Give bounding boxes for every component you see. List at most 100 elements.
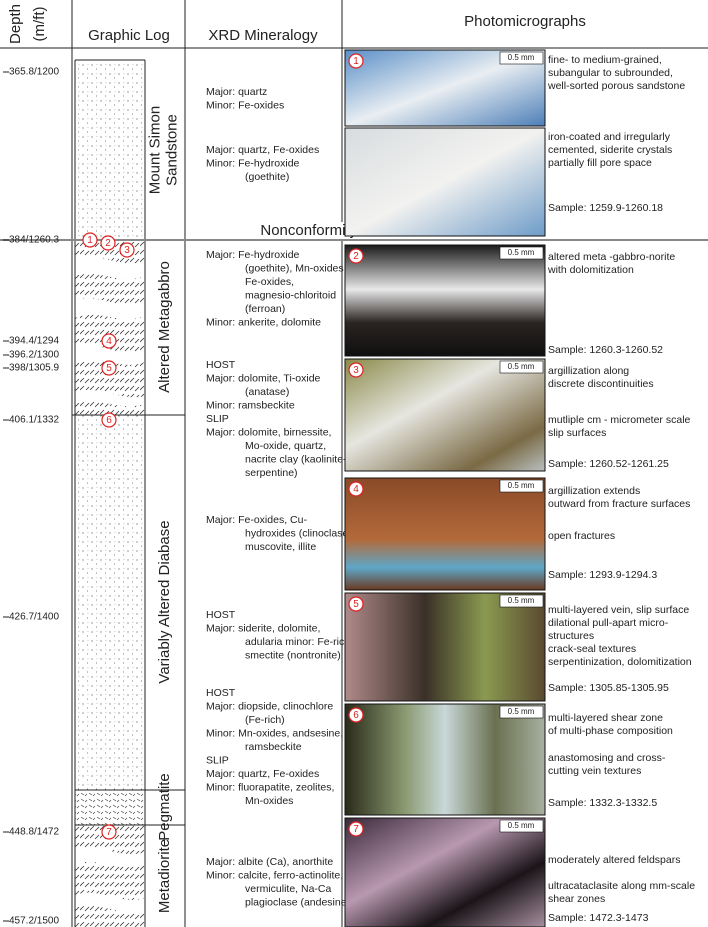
photo-note: ultracataclasite along mm-scale <box>548 880 695 892</box>
xrd-line: Major: quartz <box>206 86 267 98</box>
xrd-line: Major: quartz, Fe-oxides <box>206 768 319 780</box>
scale-box <box>499 705 544 719</box>
photo-note: structures <box>548 630 594 642</box>
photo-number: 1 <box>353 56 359 67</box>
depth-label: 384/1260.3 <box>9 235 59 246</box>
xrd-line: HOST <box>206 609 236 621</box>
xrd-line: Major: dolomite, birnessite, <box>206 426 331 438</box>
scale-box <box>499 360 544 374</box>
log-marker: 1 <box>87 235 93 246</box>
log-marker: 5 <box>106 363 112 374</box>
depth-header: Depth <box>7 4 24 44</box>
log-marker-circle <box>101 412 117 428</box>
sample-label: Sample: 1260.52-1261.25 <box>548 458 669 470</box>
xrd-line: SLIP <box>206 754 229 766</box>
depth-label: 426.7/1400 <box>9 612 59 623</box>
xrd-line: Minor: ramsbeckite <box>206 399 295 411</box>
photo-note: argillization extends <box>548 485 640 497</box>
photo-number-circle <box>348 707 364 723</box>
photo-note: mutliple cm - micrometer scale <box>548 414 691 426</box>
sample-label: Sample: 1259.9-1260.18 <box>548 202 663 214</box>
photo-number-circle <box>348 362 364 378</box>
photo-header: Photomicrographs <box>464 13 586 30</box>
sample-label: Sample: 1472.3-1473 <box>548 912 649 924</box>
photomicrograph <box>344 358 546 472</box>
photo-number: 7 <box>353 824 359 835</box>
xrd-line: Minor: calcite, ferro-actinolite, <box>206 869 343 881</box>
photo-number: 6 <box>353 710 359 721</box>
photomicrograph <box>344 817 546 927</box>
photo-number: 5 <box>353 599 359 610</box>
metadiorite-bands <box>75 847 145 913</box>
xrd-line: Major: dolomite, Ti-oxide <box>206 372 321 384</box>
xrd-line: (goethite) <box>245 171 289 183</box>
log-marker: 3 <box>124 245 130 256</box>
log-marker-circle <box>119 242 135 258</box>
log-marker: 7 <box>106 827 112 838</box>
scale-box <box>499 819 544 833</box>
xrd-line: Major: albite (Ca), anorthite <box>206 856 333 868</box>
photo-note: multi-layered shear zone <box>548 712 663 724</box>
xrd-line: Major: diopside, clinochlore <box>206 700 333 712</box>
scale-label: 0.5 mm <box>508 362 535 371</box>
xrd-header: XRD Mineralogy <box>208 27 318 44</box>
photo-note: slip surfaces <box>548 427 606 439</box>
xrd-line: Minor: fluorapatite, zeolites, <box>206 781 334 793</box>
diabase-fill <box>75 415 145 790</box>
xrd-line: smectite (nontronite) <box>245 649 341 661</box>
scale-box <box>499 246 544 260</box>
log-marker: 4 <box>106 336 112 347</box>
sample-label: Sample: 1260.3-1260.52 <box>548 344 663 356</box>
photo-note: subangular to subrounded, <box>548 67 673 79</box>
photo-note: crack-seal textures <box>548 643 636 655</box>
photo-note: discrete discontinuities <box>548 378 654 390</box>
photo-note: shear zones <box>548 893 605 905</box>
pegmatite-fill <box>75 790 145 825</box>
unit-label: Metadiorite <box>156 839 173 913</box>
xrd-line: Minor: Mn-oxides, andsesine, <box>206 727 343 739</box>
photo-note: serpentinization, dolomitization <box>548 656 692 668</box>
depth-label: 398/1305.9 <box>9 363 59 374</box>
sample-label: Sample: 1305.85-1305.95 <box>548 682 669 694</box>
photo-note: multi-layered vein, slip surface <box>548 604 689 616</box>
photomicrograph <box>344 703 546 816</box>
xrd-line: (goethite), Mn-oxides, <box>245 262 347 274</box>
photo-note: well-sorted porous sandstone <box>547 80 685 92</box>
depth-label: 365.8/1200 <box>9 67 59 78</box>
log-marker: 6 <box>106 415 112 426</box>
photo-note: of multi-phase composition <box>548 725 673 737</box>
unit-label: Altered Metagabbro <box>156 261 173 393</box>
xrd-line: ramsbeckite <box>245 741 302 753</box>
xrd-line: nacrite clay (kaolinite- <box>245 453 347 465</box>
xrd-line: magnesio-chloritoid <box>245 289 336 301</box>
scale-box <box>499 51 544 65</box>
xrd-line: SLIP <box>206 413 229 425</box>
scale-label: 0.5 mm <box>508 481 535 490</box>
photo-note: cemented, siderite crystals <box>548 144 672 156</box>
photo-note: with dolomitization <box>547 264 634 276</box>
xrd-line: Major: Fe-oxides, Cu- <box>206 514 307 526</box>
scale-box <box>499 479 544 493</box>
xrd-line: Minor: Fe-oxides <box>206 99 284 111</box>
xrd-line: Mn-oxides <box>245 795 293 807</box>
xrd-line: Minor: Fe-hydroxide <box>206 157 300 169</box>
log-marker-circle <box>101 360 117 376</box>
sandstone-fill <box>75 60 145 240</box>
scale-label: 0.5 mm <box>508 821 535 830</box>
scale-label: 0.5 mm <box>508 248 535 257</box>
depth-label: 406.1/1332 <box>9 415 59 426</box>
xrd-line: Mo-oxide, quartz, <box>245 440 326 452</box>
sample-label: Sample: 1293.9-1294.3 <box>548 569 657 581</box>
depth-label: 448.8/1472 <box>9 827 59 838</box>
photomicrograph <box>344 244 546 357</box>
depth-label: 394.4/1294 <box>9 336 59 347</box>
xrd-line: Major: Fe-hydroxide <box>206 249 300 261</box>
photo-note: fine- to medium-grained, <box>548 54 662 66</box>
xrd-line: (anatase) <box>245 386 289 398</box>
unit-label: Variably Altered Diabase <box>156 520 173 683</box>
photo-number: 2 <box>353 251 359 262</box>
xrd-line: (ferroan) <box>245 303 285 315</box>
photomicrograph <box>344 127 546 237</box>
